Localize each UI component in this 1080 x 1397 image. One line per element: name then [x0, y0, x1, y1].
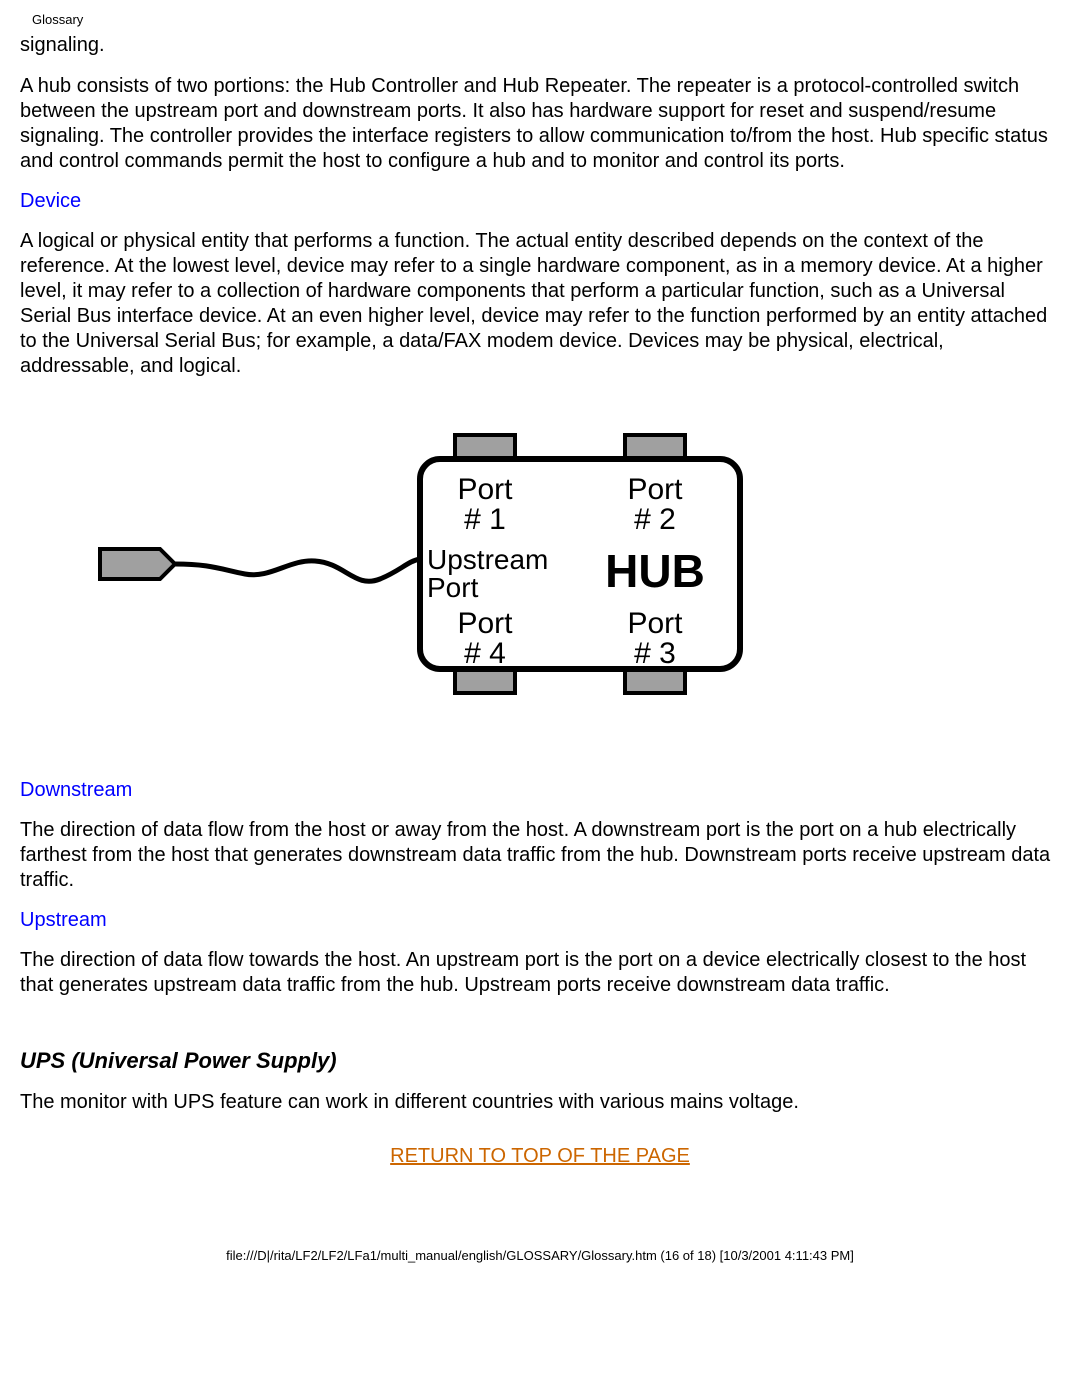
ups-description: The monitor with UPS feature can work in…	[20, 1090, 1060, 1115]
term-upstream: Upstream	[20, 909, 1060, 932]
bottom-tab-1	[455, 669, 515, 693]
return-link-container: RETURN TO TOP OF THE PAGE	[20, 1145, 1060, 1168]
page-header: Glossary	[0, 0, 1080, 27]
label-port3-num: # 3	[634, 637, 676, 670]
label-port4-num: # 4	[464, 637, 506, 670]
label-port2-num: # 2	[634, 503, 676, 536]
ups-heading: UPS (Universal Power Supply)	[20, 1048, 1060, 1074]
signaling-fragment: signaling.	[20, 33, 1060, 58]
return-to-top-link[interactable]: RETURN TO TOP OF THE PAGE	[390, 1145, 690, 1167]
downstream-description: The direction of data flow from the host…	[20, 818, 1060, 893]
hub-description: A hub consists of two portions: the Hub …	[20, 74, 1060, 174]
label-upstream-2: Port	[427, 572, 479, 603]
label-port3: Port	[627, 607, 683, 640]
main-content: signaling. A hub consists of two portion…	[0, 27, 1080, 1168]
label-hub: HUB	[605, 545, 705, 597]
cable-plug	[100, 549, 175, 579]
cable-wire	[175, 559, 420, 581]
device-description: A logical or physical entity that perfor…	[20, 229, 1060, 379]
label-port1: Port	[457, 473, 513, 506]
upstream-description: The direction of data flow towards the h…	[20, 948, 1060, 998]
hub-diagram: Port # 1 Port # 2 Upstream Port HUB Port…	[20, 409, 1060, 719]
label-port1-num: # 1	[464, 503, 506, 536]
hub-diagram-svg: Port # 1 Port # 2 Upstream Port HUB Port…	[90, 409, 750, 719]
term-downstream: Downstream	[20, 779, 1060, 802]
label-port2: Port	[627, 473, 683, 506]
page-footer: file:///D|/rita/LF2/LF2/LFa1/multi_manua…	[0, 1248, 1080, 1273]
top-tab-1	[455, 435, 515, 459]
bottom-tab-2	[625, 669, 685, 693]
top-tab-2	[625, 435, 685, 459]
term-device: Device	[20, 190, 1060, 213]
label-upstream-1: Upstream	[427, 544, 548, 575]
label-port4: Port	[457, 607, 513, 640]
